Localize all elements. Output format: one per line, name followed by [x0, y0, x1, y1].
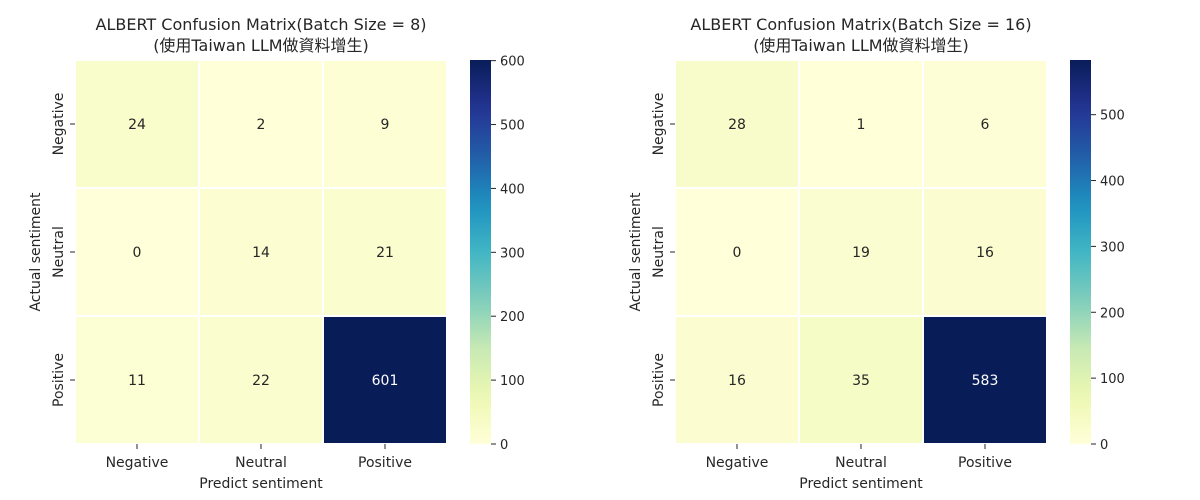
cell-value-label: 14 [252, 245, 270, 261]
heatmap-cell [922, 315, 1048, 445]
cell-value-label: 28 [728, 117, 746, 133]
cell-value-label: 2 [257, 117, 266, 133]
cell-value-label: 9 [381, 117, 390, 133]
cell-value-label: 583 [972, 373, 999, 389]
colorbar [470, 60, 491, 444]
colorbar-tick-label: 500 [1100, 109, 1125, 124]
colorbar-tick-label: 400 [1100, 175, 1125, 190]
cell-value-label: 11 [128, 373, 146, 389]
y-tick-label: Positive [651, 353, 667, 407]
heatmap-cell [322, 59, 448, 189]
cell-value-label: 21 [376, 245, 394, 261]
cell-value-label: 35 [852, 373, 870, 389]
y-tick-label: Negative [651, 93, 667, 156]
chart-title: ALBERT Confusion Matrix(Batch Size = 16) [690, 15, 1031, 34]
colorbar-tick-label: 600 [500, 55, 525, 70]
heatmap-cell [798, 187, 924, 317]
confusion-matrix-panel-batch-8: ALBERT Confusion Matrix(Batch Size = 8) (… [28, 15, 525, 492]
cell-value-label: 16 [976, 245, 994, 261]
y-tick-label: Positive [51, 353, 67, 407]
heatmap-cell [922, 187, 1048, 317]
colorbar-tick-label: 300 [500, 246, 525, 261]
heatmap-cell [322, 187, 448, 317]
heatmap-cell [74, 59, 200, 189]
chart-title: ALBERT Confusion Matrix(Batch Size = 8) [96, 15, 427, 34]
cell-value-label: 16 [728, 373, 746, 389]
x-tick-label: Negative [106, 455, 169, 471]
confusion-matrix-panel-batch-16: ALBERT Confusion Matrix(Batch Size = 16)… [628, 15, 1125, 492]
heatmap-cell [198, 315, 324, 445]
cell-value-label: 0 [133, 245, 142, 261]
cell-value-label: 19 [852, 245, 870, 261]
colorbar-tick-label: 100 [500, 374, 525, 389]
chart-subtitle: (使用Taiwan LLM做資料增生) [153, 36, 369, 55]
colorbar-tick-label: 0 [500, 438, 508, 453]
x-tick-label: Positive [358, 455, 412, 471]
cell-value-label: 24 [128, 117, 146, 133]
cell-value-label: 6 [981, 117, 990, 133]
heatmap-cell [674, 315, 800, 445]
colorbar-tick-label: 0 [1100, 438, 1108, 453]
heatmap-cell [198, 59, 324, 189]
heatmap-cell [798, 315, 924, 445]
x-tick-label: Neutral [835, 455, 887, 471]
chart-subtitle: (使用Taiwan LLM做資料增生) [753, 36, 969, 55]
x-tick-label: Positive [958, 455, 1012, 471]
colorbar-tick-label: 100 [1100, 372, 1125, 387]
x-axis-label: Predict sentiment [799, 476, 923, 492]
y-tick-label: Neutral [651, 226, 667, 278]
y-axis-label: Actual sentiment [628, 192, 644, 312]
y-tick-label: Negative [51, 93, 67, 156]
colorbar-tick-label: 300 [1100, 240, 1125, 255]
cell-value-label: 0 [733, 245, 742, 261]
cell-value-label: 1 [857, 117, 866, 133]
heatmap-cell [74, 187, 200, 317]
colorbar-tick-label: 200 [500, 310, 525, 325]
colorbar-tick-label: 400 [500, 182, 525, 197]
colorbar [1070, 60, 1091, 444]
x-axis-label: Predict sentiment [199, 476, 323, 492]
y-axis-label: Actual sentiment [28, 192, 44, 312]
colorbar-tick-label: 200 [1100, 306, 1125, 321]
cell-value-label: 601 [372, 373, 399, 389]
x-tick-label: Neutral [235, 455, 287, 471]
y-tick-label: Neutral [51, 226, 67, 278]
colorbar-tick-label: 500 [500, 119, 525, 134]
x-tick-label: Negative [706, 455, 769, 471]
heatmap-cell [798, 59, 924, 189]
cell-value-label: 22 [252, 373, 270, 389]
